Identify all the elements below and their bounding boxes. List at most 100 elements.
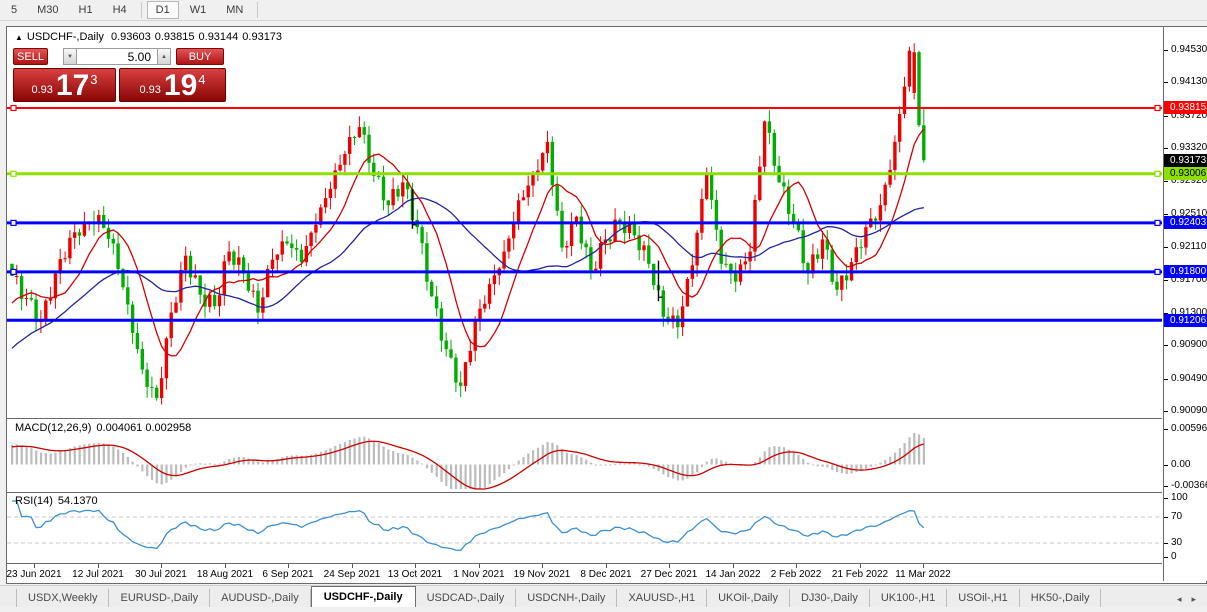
date-axis-tick	[796, 564, 797, 568]
rsi-axis-tick	[1164, 498, 1168, 499]
price-axis-tick	[1164, 345, 1168, 346]
chart-tab-usdchf-daily[interactable]: USDCHF-,Daily	[310, 586, 416, 607]
macd-indicator-label: MACD(12,26,9) 0.004061 0.002958	[15, 422, 196, 434]
macd-values: 0.004061 0.002958	[96, 422, 192, 434]
timeframe-button-mn[interactable]: MN	[226, 4, 244, 16]
date-axis-label: 30 Jul 2021	[135, 569, 187, 580]
macd-name: MACD(12,26,9)	[15, 422, 92, 434]
chart-tab-audusd-daily[interactable]: AUDUSD-,Daily	[210, 589, 311, 607]
rsi-axis-tick	[1164, 557, 1168, 558]
date-axis-tick	[669, 564, 670, 568]
price-axis-label: 0.93720	[1171, 110, 1207, 121]
sell-price-sup: 3	[90, 72, 98, 87]
date-axis-tick	[415, 564, 416, 568]
sell-button[interactable]: SELL	[13, 48, 48, 65]
price-axis-label: 0.92110	[1171, 241, 1207, 252]
chart-tab-bar: USDX,Weekly EURUSD-,Daily AUDUSD-,Daily USD…	[0, 585, 1207, 607]
chart-tab-xauusd-h1[interactable]: XAUUSD-,H1	[617, 589, 708, 607]
macd-axis-label: 0.005963	[1171, 423, 1207, 434]
chart-tab-usdcad-daily[interactable]: USDCAD-,Daily	[416, 589, 517, 607]
date-axis-tick	[479, 564, 480, 568]
price-axis-tick	[1164, 50, 1168, 51]
date-axis-tick	[225, 564, 226, 568]
sell-price-prefix: 0.93	[31, 84, 53, 96]
volume-increase-button[interactable]: ▲	[157, 48, 171, 65]
chart-tab-hk50-daily[interactable]: HK50-,Daily	[1020, 589, 1102, 607]
price-badge: 0.93006	[1164, 167, 1207, 180]
tab-scroll-right-icon[interactable]: ▸	[1191, 594, 1196, 604]
buy-price-display[interactable]: 0.93 19 4	[119, 68, 226, 102]
chart-tab-ukoil-daily[interactable]: UKOil-,Daily	[707, 589, 790, 607]
chart-tab-usdx-weekly[interactable]: USDX,Weekly	[16, 589, 110, 607]
ohlc-low: 0.93144	[198, 31, 239, 43]
plot-area: ▲ USDCHF-,Daily 0.93603 0.93815 0.93144 0.93…	[6, 27, 1162, 581]
date-axis-tick	[34, 564, 35, 568]
price-chart[interactable]	[7, 29, 1162, 418]
date-axis-label: 23 Jun 2021	[6, 569, 62, 580]
panel-divider	[7, 563, 1162, 564]
price-axis-tick	[1164, 116, 1168, 117]
price-badge: 0.93173	[1164, 154, 1207, 167]
volume-input[interactable]	[76, 48, 158, 65]
volume-decrease-button[interactable]: ▼	[63, 48, 77, 65]
timeframe-button-5[interactable]: 5	[11, 4, 18, 16]
price-axis-label: 0.91700	[1171, 274, 1207, 285]
macd-panel[interactable]	[7, 420, 1162, 491]
date-axis-label: 14 Jan 2022	[705, 569, 761, 580]
timeframe-button-m30[interactable]: M30	[37, 4, 59, 16]
date-axis-label: 11 Mar 2022	[895, 569, 951, 580]
price-axis-label: 0.92510	[1171, 208, 1207, 219]
sell-price-display[interactable]: 0.93 17 3	[13, 68, 116, 102]
date-axis-label: 1 Nov 2021	[453, 569, 505, 580]
timeframe-button-h1[interactable]: H1	[78, 4, 93, 16]
rsi-axis-label: 30	[1171, 537, 1183, 548]
chart-tab-eurusd-daily[interactable]: EURUSD-,Daily	[109, 589, 211, 607]
date-axis-label: 8 Dec 2021	[580, 569, 632, 580]
timeframe-button-h4[interactable]: H4	[112, 4, 127, 16]
timeframe-toolbar: 5 M30 H1 H4 D1 W1 MN	[0, 0, 1207, 21]
date-axis-label: 18 Aug 2021	[196, 569, 254, 580]
tab-scroll-arrows: ◂ ▸	[1172, 592, 1207, 607]
toolbar-separator	[257, 2, 259, 18]
date-axis-tick	[860, 564, 861, 568]
buy-price-big: 19	[163, 69, 198, 102]
price-axis-label: 0.91300	[1171, 307, 1207, 318]
chart-tab-usoil-h1[interactable]: USOil-,H1	[947, 589, 1020, 607]
tab-scroll-left-icon[interactable]: ◂	[1176, 594, 1182, 604]
collapse-arrow-icon[interactable]: ▲	[15, 33, 23, 42]
date-axis[interactable]: 23 Jun 2021 12 Jul 2021 30 Jul 2021 18 Aug …	[6, 564, 1162, 581]
chart-tab-usdcnh-daily[interactable]: USDCNH-,Daily	[516, 589, 618, 607]
price-badge: 0.92403	[1164, 216, 1207, 229]
panel-divider[interactable]	[7, 492, 1162, 493]
chart-tab-uk100-h1[interactable]: UK100-,H1	[870, 589, 948, 607]
macd-axis-tick	[1164, 486, 1168, 487]
date-axis-tick	[923, 564, 924, 568]
timeframe-button-d1[interactable]: D1	[146, 1, 179, 19]
date-axis-tick	[733, 564, 734, 568]
rsi-value: 54.1370	[57, 495, 98, 507]
macd-axis-tick	[1164, 465, 1168, 466]
date-axis-tick	[161, 564, 162, 568]
timeframe-button-w1[interactable]: W1	[189, 4, 207, 16]
chart-title: ▲ USDCHF-,Daily 0.93603 0.93815 0.93144 0.93…	[15, 31, 286, 43]
date-axis-tick	[288, 564, 289, 568]
rsi-panel[interactable]	[7, 493, 1162, 563]
price-axis[interactable]: 0.94530 0.94130 0.93720 0.93320 0.92920 0.925…	[1163, 27, 1207, 581]
buy-button[interactable]: BUY	[176, 48, 224, 65]
panel-divider[interactable]	[7, 418, 1162, 419]
symbol-label: USDCHF-,Daily	[26, 31, 104, 43]
date-axis-label: 13 Oct 2021	[387, 569, 443, 580]
price-axis-tick	[1164, 181, 1168, 182]
rsi-axis-label: 70	[1171, 511, 1183, 522]
price-axis-label: 0.90090	[1171, 405, 1207, 416]
price-axis-tick	[1164, 411, 1168, 412]
chart-tab-dj30-daily[interactable]: DJ30-,Daily	[790, 589, 870, 607]
date-axis-tick	[98, 564, 99, 568]
date-axis-tick	[352, 564, 353, 568]
date-axis-label: 24 Sep 2021	[323, 569, 381, 580]
macd-axis-label: -0.00366	[1171, 480, 1207, 491]
toolbar-separator	[140, 2, 142, 18]
rsi-axis-label: 0	[1171, 551, 1177, 562]
date-axis-label: 21 Feb 2022	[831, 569, 889, 580]
